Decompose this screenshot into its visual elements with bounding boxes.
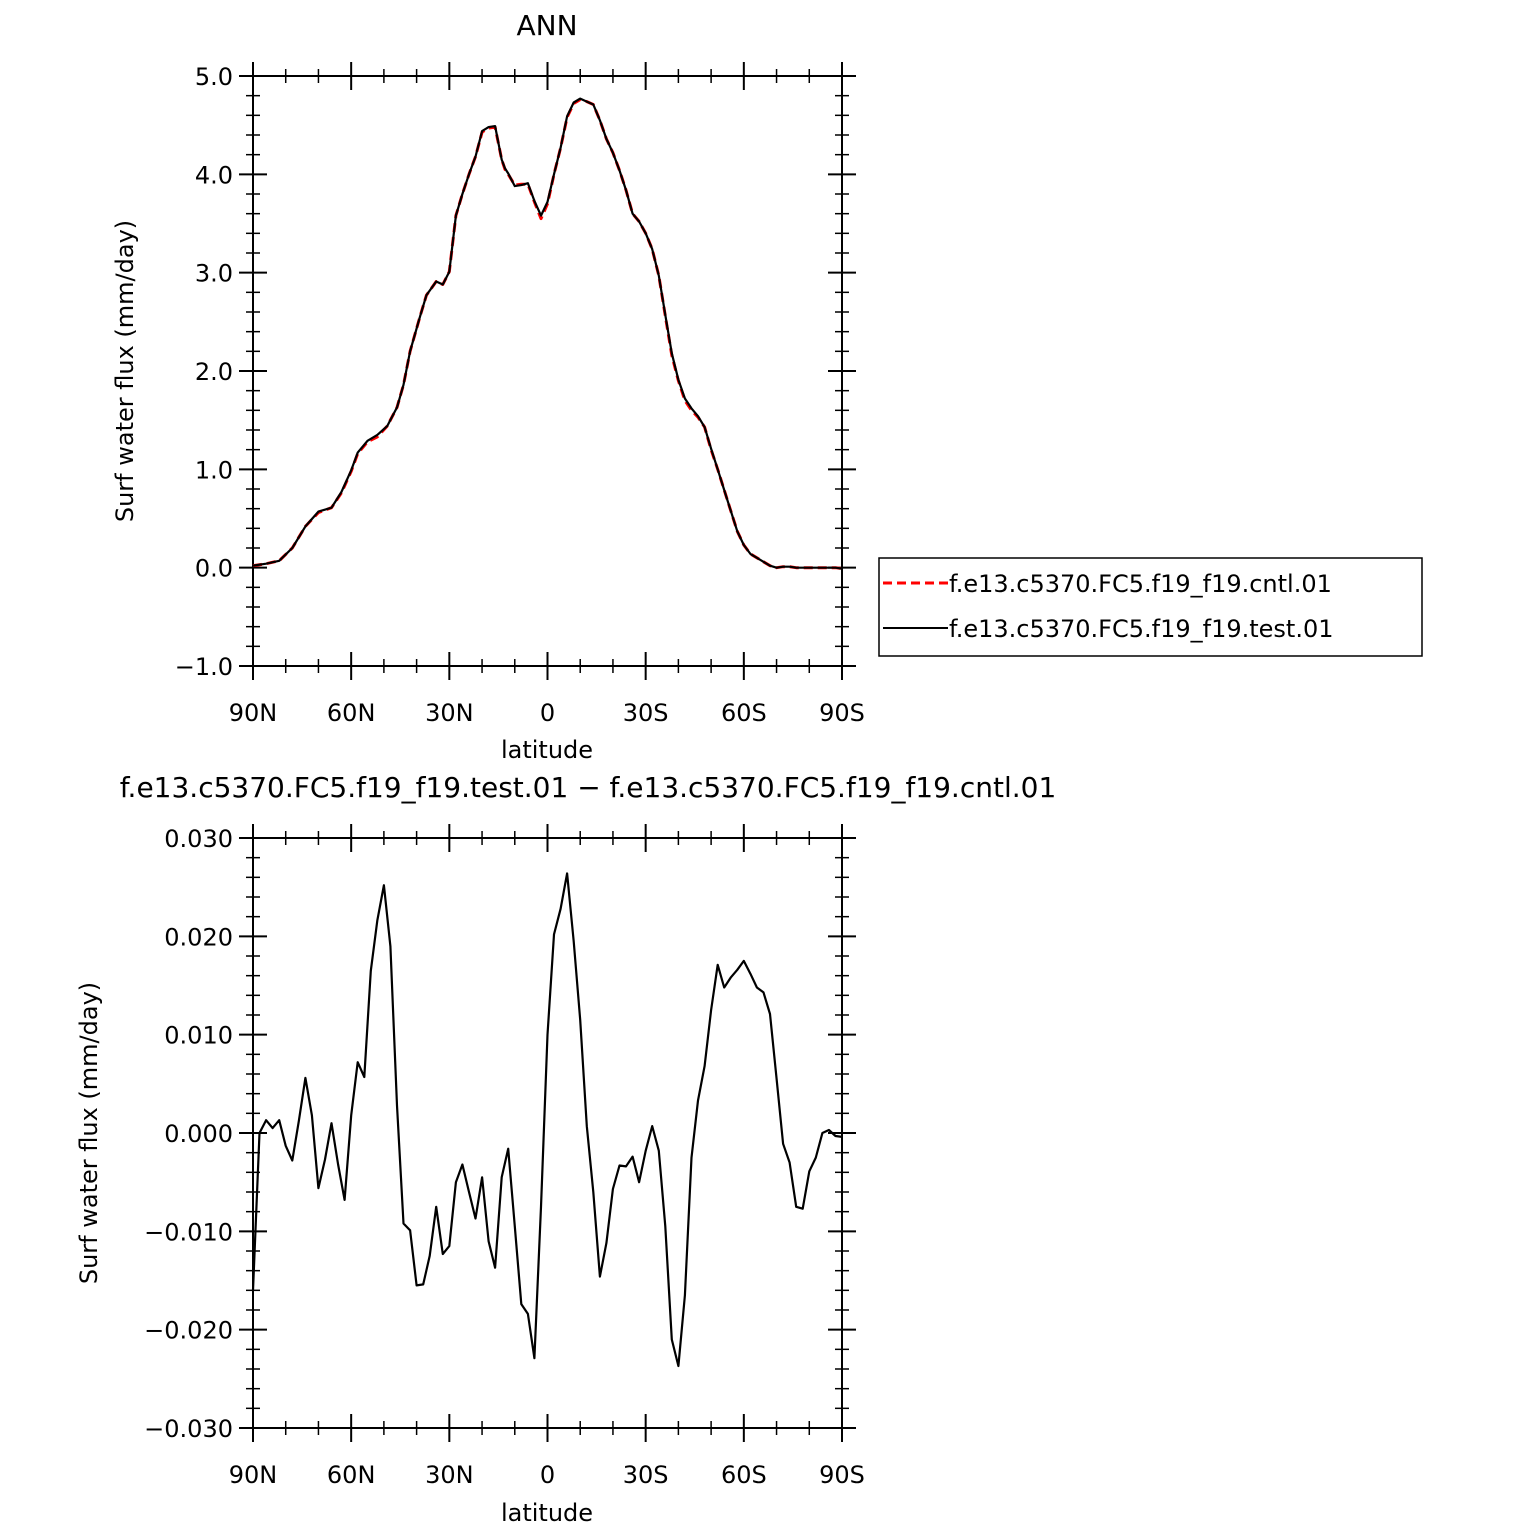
top-x-tick-label: 90N (229, 699, 278, 727)
top-y-tick-label: −1.0 (175, 653, 233, 681)
top-chart-title: ANN (516, 9, 577, 42)
legend: f.e13.c5370.FC5.f19_f19.cntl.01 f.e13.c5… (878, 557, 1423, 657)
top-plot-frame (252, 75, 843, 667)
top-panel: ANN 5.0 4.0 3.0 2.0 1.0 0.0 −1.0 90N 60N 30N 0 30S… (111, 9, 1423, 764)
bottom-y-tick-label: −0.020 (144, 1317, 233, 1345)
bottom-y-tick-label: −0.030 (144, 1415, 233, 1443)
bottom-y-tick-label: 0.010 (164, 1022, 233, 1050)
top-series-line-1 (252, 97, 843, 570)
bottom-y-axis-title: Surf water flux (mm/day) (75, 982, 103, 1284)
legend-label-test: f.e13.c5370.FC5.f19_f19.test.01 (949, 615, 1334, 643)
bottom-x-tick-label: 30S (623, 1461, 669, 1489)
top-x-tick-label: 60N (327, 699, 376, 727)
bottom-x-tick-label: 60N (327, 1461, 376, 1489)
top-ticks (239, 62, 856, 680)
bottom-y-tick-labels: 0.030 0.020 0.010 0.000 −0.010 −0.020 −0.030 (144, 825, 233, 1443)
bottom-x-tick-labels: 90N 60N 30N 0 30S 60S 90S (229, 1461, 865, 1489)
top-y-tick-label: 5.0 (195, 63, 233, 91)
bottom-x-tick-label: 90S (819, 1461, 865, 1489)
top-y-tick-label: 4.0 (195, 161, 233, 189)
top-x-tick-label: 0 (540, 699, 555, 727)
top-x-tick-label: 90S (819, 699, 865, 727)
bottom-panel: f.e13.c5370.FC5.f19_f19.test.01 − f.e13.… (75, 771, 1056, 1527)
bottom-ticks (239, 824, 856, 1442)
top-y-tick-label: 0.0 (195, 555, 233, 583)
legend-label-cntl: f.e13.c5370.FC5.f19_f19.cntl.01 (949, 570, 1332, 598)
bottom-chart-title: f.e13.c5370.FC5.f19_f19.test.01 − f.e13.… (120, 771, 1057, 804)
bottom-plot-frame (252, 837, 843, 1429)
top-x-tick-label: 30S (623, 699, 669, 727)
top-x-tick-label: 30N (425, 699, 474, 727)
legend-box (878, 557, 1423, 657)
top-y-tick-label: 2.0 (195, 358, 233, 386)
top-x-tick-label: 60S (721, 699, 767, 727)
top-y-tick-label: 1.0 (195, 456, 233, 484)
bottom-x-tick-label: 30N (425, 1461, 474, 1489)
bottom-y-tick-label: 0.000 (164, 1120, 233, 1148)
top-y-tick-labels: 5.0 4.0 3.0 2.0 1.0 0.0 −1.0 (175, 63, 233, 681)
bottom-series-lines (251, 872, 843, 1368)
bottom-x-tick-label: 90N (229, 1461, 278, 1489)
bottom-x-axis-title: latitude (501, 1499, 593, 1527)
bottom-series-line-0 (251, 872, 843, 1368)
bottom-y-tick-label: −0.010 (144, 1218, 233, 1246)
top-series-lines (252, 97, 843, 571)
top-series-line-0 (252, 98, 843, 571)
top-x-axis-title: latitude (501, 736, 593, 764)
bottom-y-tick-label: 0.020 (164, 923, 233, 951)
bottom-y-tick-label: 0.030 (164, 825, 233, 853)
top-y-axis-title: Surf water flux (mm/day) (111, 220, 139, 522)
bottom-x-tick-label: 0 (540, 1461, 555, 1489)
bottom-x-tick-label: 60S (721, 1461, 767, 1489)
top-x-tick-labels: 90N 60N 30N 0 30S 60S 90S (229, 699, 865, 727)
top-y-tick-label: 3.0 (195, 260, 233, 288)
